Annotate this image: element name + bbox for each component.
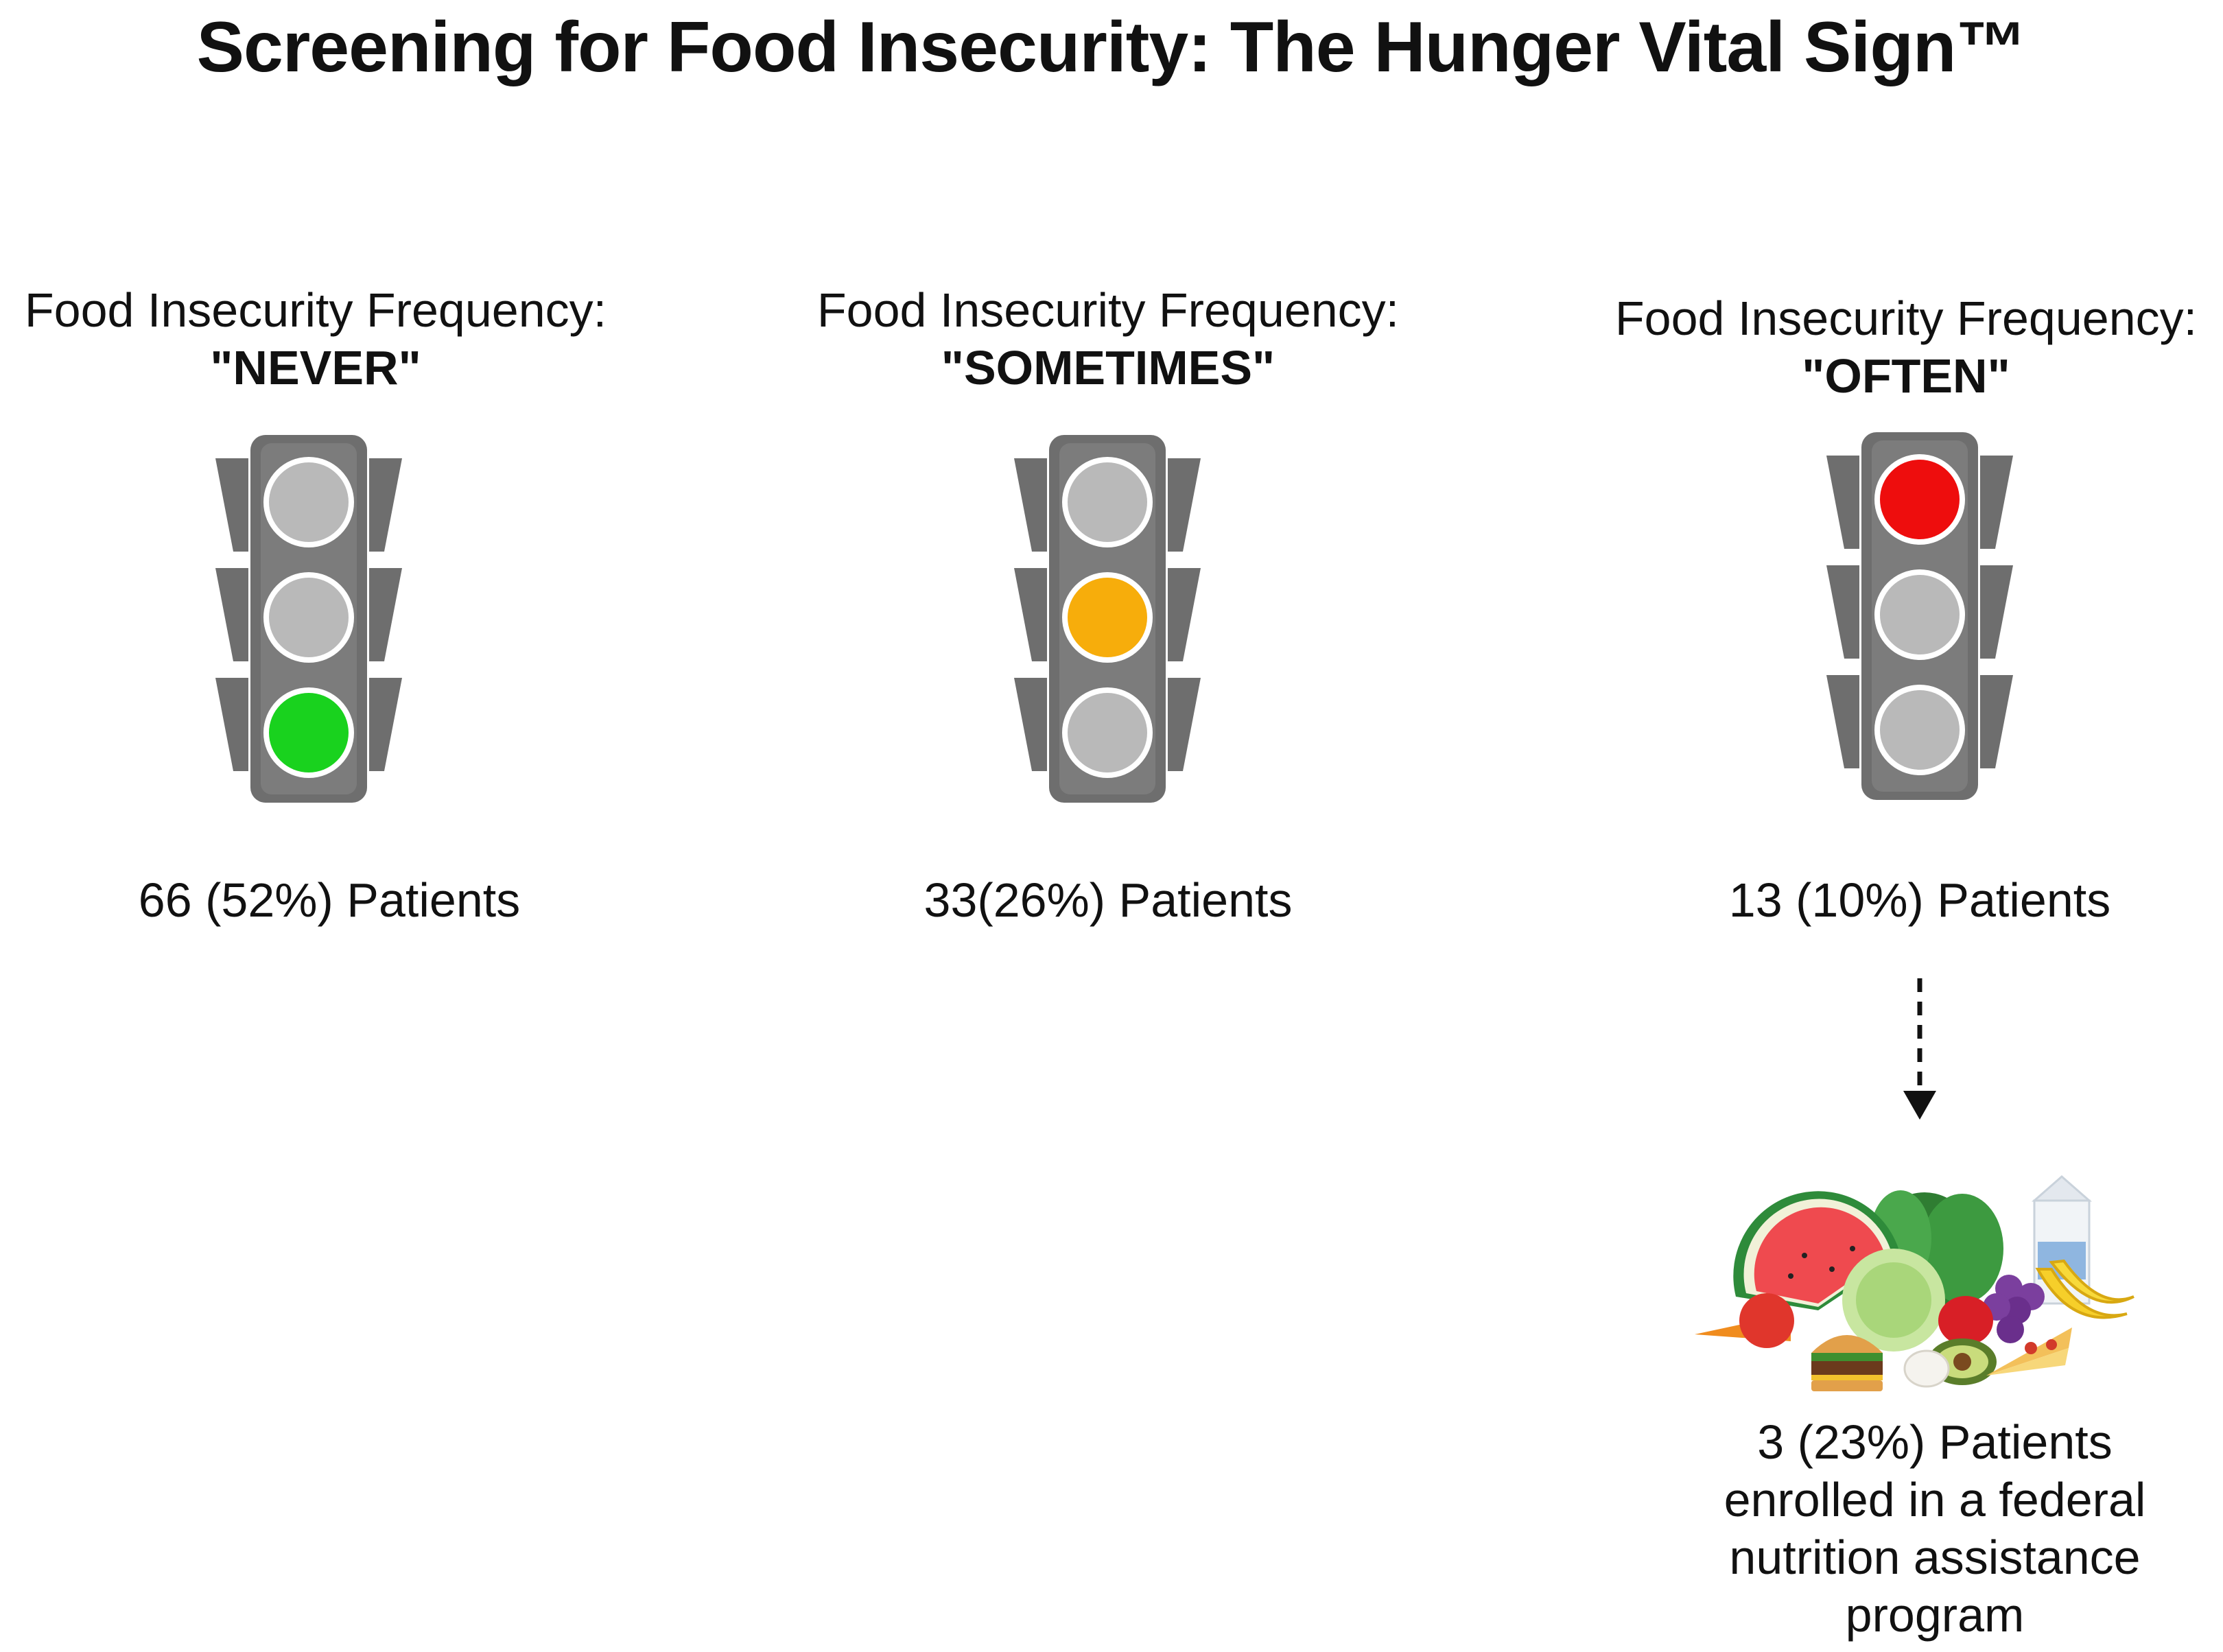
food-assistance-illustration-icon bbox=[1695, 1175, 2134, 1391]
figure-title: Screening for Food Insecurity: The Hunge… bbox=[196, 8, 2027, 87]
enrollment-outcome-text: 3 (23%) Patients enrolled in a federal n… bbox=[1674, 1413, 2196, 1644]
frequency-label: Food Insecurity Frequency: bbox=[816, 283, 1400, 337]
frequency-value-sometimes: "SOMETIMES" bbox=[941, 341, 1275, 394]
panel-never: Food Insecurity Frequency: "NEVER" bbox=[0, 281, 659, 397]
traffic-light-never-icon bbox=[215, 435, 402, 803]
traffic-light-often-icon bbox=[1826, 432, 2013, 800]
frequency-label: Food Insecurity Frequency: bbox=[1614, 292, 2198, 345]
outcome-line-1: 3 (23%) Patients bbox=[1757, 1415, 2113, 1469]
lamp-middle bbox=[1880, 575, 1960, 654]
patient-count-sometimes: 33(26%) Patients bbox=[924, 873, 1293, 927]
outcome-line-3: nutrition assistance bbox=[1729, 1531, 2141, 1584]
lamp-middle bbox=[269, 578, 349, 657]
panel-often: Food Insecurity Frequency: "OFTEN" bbox=[1563, 290, 2223, 405]
panel-sometimes: Food Insecurity Frequency: "SOMETIMES" bbox=[765, 281, 1451, 397]
patient-count-often: 13 (10%) Patients bbox=[1728, 873, 2111, 927]
frequency-value-never: "NEVER" bbox=[210, 341, 421, 394]
lamp-bottom bbox=[1880, 690, 1960, 770]
frequency-label: Food Insecurity Frequency: bbox=[24, 283, 607, 337]
lamp-bottom bbox=[1068, 693, 1147, 772]
lamp-top bbox=[1068, 462, 1147, 542]
lamp-bottom-green bbox=[269, 693, 349, 772]
traffic-light-sometimes-icon bbox=[1014, 435, 1201, 803]
lamp-middle-yellow bbox=[1068, 578, 1147, 657]
outcome-line-4: program bbox=[1845, 1588, 2025, 1642]
patient-count-never: 66 (52%) Patients bbox=[138, 873, 521, 927]
lamp-top-red bbox=[1880, 460, 1960, 539]
frequency-value-often: "OFTEN" bbox=[1802, 349, 2010, 403]
dashed-down-arrow-icon bbox=[1903, 978, 1936, 1120]
lamp-top bbox=[269, 462, 349, 542]
outcome-line-2: enrolled in a federal bbox=[1724, 1473, 2146, 1526]
